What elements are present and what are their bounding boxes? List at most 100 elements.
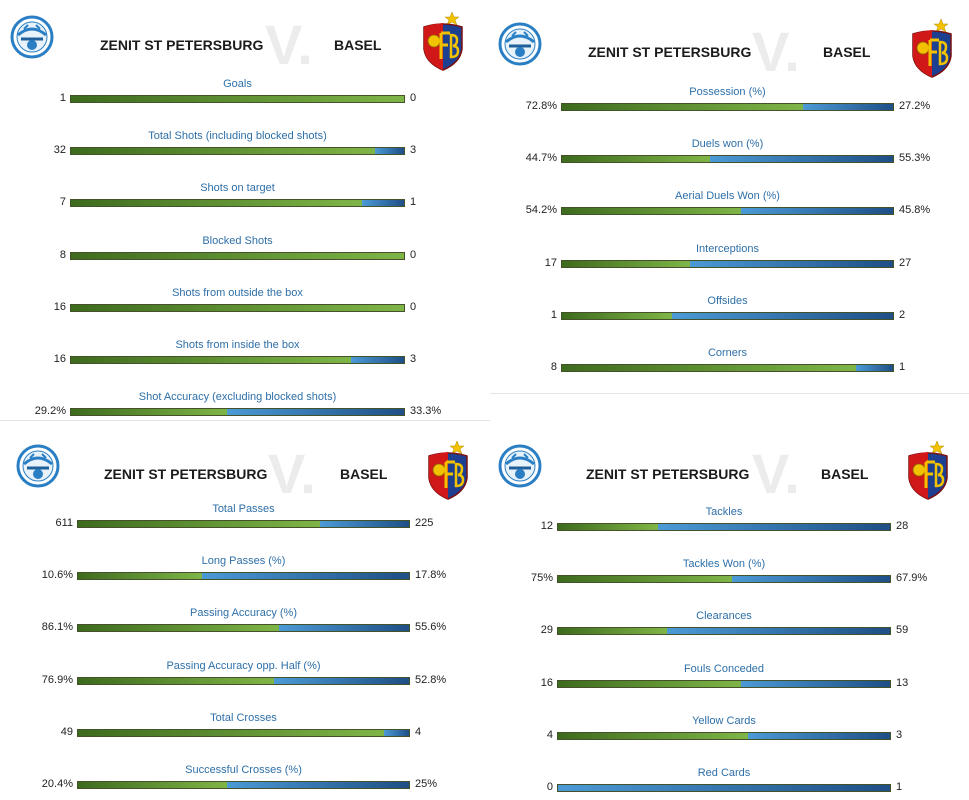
home-value: 54.2% bbox=[525, 204, 557, 217]
away-bar-segment bbox=[279, 625, 409, 632]
home-bar-segment bbox=[562, 104, 803, 110]
stat-label: Shots on target bbox=[200, 182, 275, 195]
away-value: 55.3% bbox=[899, 152, 931, 165]
away-team-logo bbox=[909, 18, 955, 83]
away-bar-segment bbox=[667, 628, 890, 635]
zenit-crest-icon bbox=[498, 444, 542, 488]
away-value: 28 bbox=[896, 520, 909, 532]
comparison-bar bbox=[561, 155, 894, 164]
away-bar-segment bbox=[802, 104, 893, 110]
zenit-crest-icon bbox=[498, 22, 542, 66]
home-bar-segment bbox=[558, 524, 658, 530]
away-bar-segment bbox=[384, 729, 409, 736]
home-bar-segment bbox=[71, 409, 227, 416]
away-value: 4 bbox=[415, 725, 422, 738]
away-value: 2 bbox=[899, 308, 906, 321]
comparison-bar bbox=[557, 679, 891, 688]
home-value: 86.1% bbox=[41, 621, 73, 634]
home-bar-segment bbox=[562, 365, 857, 371]
away-bar-segment bbox=[375, 148, 404, 155]
away-bar-segment bbox=[741, 680, 890, 687]
away-bar-segment bbox=[672, 312, 893, 319]
home-value: 16 bbox=[540, 676, 553, 689]
home-value: 1 bbox=[550, 308, 557, 321]
away-value: 0 bbox=[410, 300, 417, 313]
home-bar-segment bbox=[71, 357, 352, 363]
away-team-name: BASEL bbox=[334, 37, 382, 53]
home-value: 1 bbox=[59, 92, 66, 104]
home-value: 49 bbox=[60, 725, 73, 738]
away-bar-segment bbox=[856, 365, 893, 371]
stat-label: Passing Accuracy (%) bbox=[190, 607, 297, 620]
away-value: 0 bbox=[410, 92, 417, 104]
versus-mark: V. bbox=[265, 13, 313, 76]
home-value: 29.2% bbox=[34, 405, 66, 418]
home-team-name: ZENIT ST PETERSBURG bbox=[104, 466, 268, 482]
stat-label: Possession (%) bbox=[689, 86, 766, 98]
home-value: 16 bbox=[53, 353, 66, 365]
away-value: 1 bbox=[899, 361, 906, 373]
away-value: 52.8% bbox=[415, 673, 447, 686]
comparison-bar bbox=[561, 311, 894, 320]
stat-label: Duels won (%) bbox=[691, 138, 764, 151]
home-bar-segment bbox=[78, 677, 275, 684]
home-bar-segment bbox=[78, 521, 320, 527]
home-bar-segment bbox=[78, 729, 385, 736]
comparison-bar bbox=[557, 523, 891, 531]
stat-label: Total Shots (including blocked shots) bbox=[148, 130, 327, 143]
away-value: 67.9% bbox=[896, 572, 928, 585]
stat-label: Shots from inside the box bbox=[175, 339, 300, 351]
home-bar-segment bbox=[562, 208, 742, 215]
stat-label: Long Passes (%) bbox=[201, 555, 286, 568]
away-value: 1 bbox=[896, 781, 903, 793]
home-team-name: ZENIT ST PETERSBURG bbox=[588, 44, 752, 60]
stat-label: Total Passes bbox=[212, 503, 275, 515]
stat-label: Shot Accuracy (excluding blocked shots) bbox=[138, 391, 337, 404]
away-team-logo bbox=[425, 440, 471, 505]
comparison-bar bbox=[561, 259, 894, 268]
versus-mark: V. bbox=[752, 442, 800, 505]
stat-label: Offsides bbox=[707, 294, 748, 307]
away-value: 27 bbox=[899, 256, 912, 269]
away-value: 45.8% bbox=[899, 204, 931, 217]
home-bar-segment bbox=[562, 156, 710, 163]
home-team-logo bbox=[498, 22, 542, 71]
home-bar-segment bbox=[562, 312, 673, 319]
comparison-bar bbox=[77, 676, 410, 685]
versus-mark: V. bbox=[268, 442, 316, 505]
stat-label: Tackles Won (%) bbox=[682, 558, 766, 571]
away-team-name: BASEL bbox=[340, 466, 388, 482]
home-value: 0 bbox=[546, 781, 553, 793]
stat-label: Goals bbox=[223, 78, 252, 90]
home-value: 8 bbox=[59, 248, 66, 261]
stat-label: Successful Crosses (%) bbox=[185, 764, 302, 776]
away-value: 25% bbox=[415, 778, 438, 790]
away-value: 1 bbox=[410, 196, 417, 209]
zenit-crest-icon bbox=[16, 444, 60, 488]
away-team-logo bbox=[905, 440, 951, 505]
away-team-name: BASEL bbox=[823, 44, 871, 60]
divider bbox=[490, 393, 969, 394]
stat-label: Blocked Shots bbox=[202, 234, 273, 247]
comparison-bar bbox=[561, 364, 894, 372]
away-bar-segment bbox=[558, 785, 890, 791]
divider bbox=[0, 420, 490, 421]
stat-label: Tackles bbox=[705, 506, 743, 518]
home-bar-segment bbox=[71, 200, 363, 207]
home-team-name: ZENIT ST PETERSBURG bbox=[100, 37, 264, 53]
home-value: 4 bbox=[546, 728, 553, 741]
home-value: 10.6% bbox=[41, 569, 73, 582]
away-value: 17.8% bbox=[415, 569, 447, 582]
comparison-bar bbox=[77, 520, 410, 528]
away-bar-segment bbox=[689, 260, 893, 267]
home-bar-segment bbox=[78, 573, 202, 580]
home-team-logo bbox=[498, 444, 542, 493]
away-value: 55.6% bbox=[415, 621, 447, 634]
comparison-bar bbox=[557, 627, 891, 636]
away-bar-segment bbox=[741, 208, 893, 215]
home-bar-segment bbox=[71, 148, 376, 155]
away-value: 3 bbox=[896, 728, 903, 741]
basel-crest-icon bbox=[908, 440, 948, 500]
home-value: 8 bbox=[550, 361, 557, 373]
away-bar-segment bbox=[732, 576, 890, 583]
